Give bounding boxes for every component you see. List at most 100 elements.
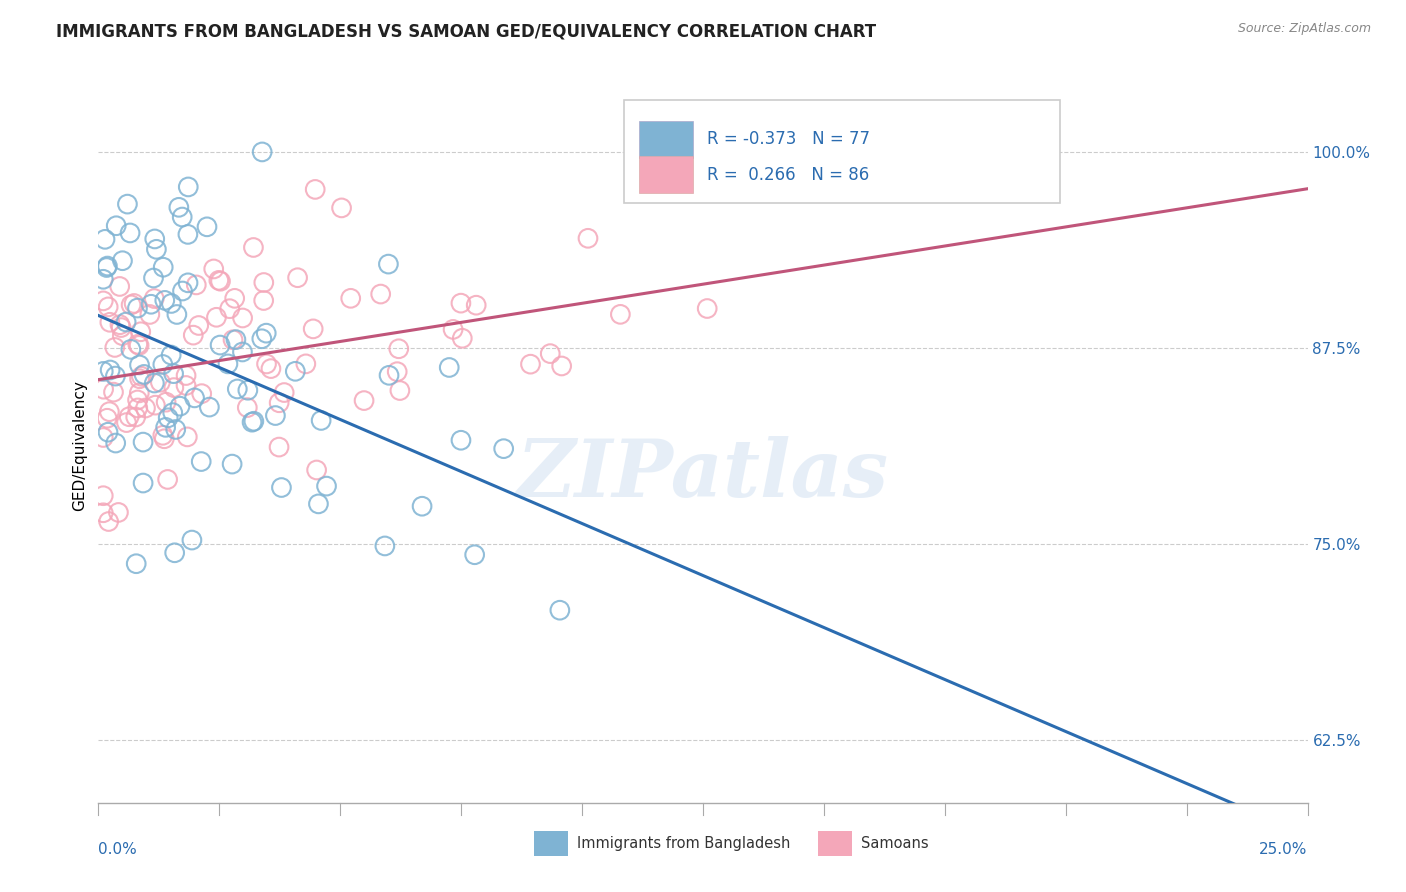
Point — [330, 201, 353, 215]
Point — [186, 277, 208, 292]
Bar — [534, 831, 568, 856]
Point — [221, 457, 243, 471]
Point — [302, 322, 325, 336]
Point — [131, 369, 153, 384]
Point — [190, 386, 212, 401]
Point — [108, 318, 131, 332]
Point — [450, 296, 472, 310]
Point — [304, 182, 326, 196]
Point — [353, 393, 375, 408]
FancyBboxPatch shape — [624, 100, 1060, 203]
Point — [450, 434, 472, 448]
Point — [269, 396, 291, 410]
Point — [153, 293, 176, 308]
Point — [441, 322, 464, 336]
Point — [127, 392, 149, 407]
Point — [222, 333, 245, 347]
Point — [374, 539, 396, 553]
Point — [104, 341, 127, 355]
Point — [226, 382, 249, 396]
Point — [377, 257, 399, 271]
Point — [125, 409, 148, 424]
Point — [696, 301, 718, 316]
Point — [132, 435, 155, 450]
Point — [339, 291, 361, 305]
Point — [208, 273, 231, 287]
Point — [93, 382, 115, 396]
Point — [163, 381, 186, 395]
Point — [132, 476, 155, 491]
Point — [295, 357, 318, 371]
Point — [169, 399, 191, 413]
Point — [153, 432, 176, 446]
Point — [103, 385, 125, 400]
Point — [284, 364, 307, 378]
Point — [160, 348, 183, 362]
Point — [127, 301, 149, 315]
Point — [174, 368, 197, 383]
Point — [225, 333, 247, 347]
FancyBboxPatch shape — [638, 156, 693, 194]
Point — [143, 398, 166, 412]
Point — [370, 287, 392, 301]
Point — [129, 325, 152, 339]
Point — [388, 342, 411, 356]
Point — [165, 422, 187, 436]
Point — [104, 436, 127, 450]
Point — [143, 376, 166, 390]
Point — [97, 300, 120, 314]
Point — [115, 315, 138, 329]
Point — [550, 359, 572, 373]
Point — [105, 219, 128, 233]
Point — [177, 276, 200, 290]
Point — [187, 318, 209, 333]
FancyBboxPatch shape — [638, 120, 693, 158]
Point — [156, 472, 179, 486]
Point — [195, 219, 218, 234]
Point — [166, 308, 188, 322]
Point — [111, 253, 134, 268]
Point — [548, 603, 571, 617]
Point — [492, 442, 515, 456]
Point — [143, 292, 166, 306]
Point — [205, 310, 228, 325]
Point — [176, 430, 198, 444]
Point — [232, 310, 254, 325]
Point — [91, 272, 114, 286]
Point — [378, 368, 401, 383]
Bar — [818, 831, 852, 856]
Point — [128, 385, 150, 400]
Point — [231, 345, 253, 359]
Point — [162, 367, 184, 381]
Point — [127, 337, 149, 351]
Point — [439, 360, 461, 375]
Point — [107, 505, 129, 519]
Point — [120, 298, 142, 312]
Point — [385, 365, 408, 379]
Point — [98, 405, 121, 419]
Point — [253, 276, 276, 290]
Point — [315, 479, 337, 493]
Point — [183, 391, 205, 405]
Point — [519, 357, 541, 371]
Point — [125, 557, 148, 571]
Point — [167, 200, 190, 214]
Point — [217, 357, 239, 371]
Point — [160, 296, 183, 310]
Point — [157, 410, 180, 425]
Point — [411, 500, 433, 514]
Point — [609, 307, 631, 321]
Point — [128, 358, 150, 372]
Point — [128, 372, 150, 386]
Point — [307, 497, 329, 511]
Point — [118, 409, 141, 424]
Point — [177, 227, 200, 242]
Point — [273, 385, 295, 400]
Point — [243, 414, 266, 428]
Point — [143, 232, 166, 246]
Point — [287, 270, 309, 285]
Y-axis label: GED/Equivalency: GED/Equivalency — [72, 381, 87, 511]
Point — [202, 262, 225, 277]
Point — [538, 346, 561, 360]
Point — [224, 291, 246, 305]
